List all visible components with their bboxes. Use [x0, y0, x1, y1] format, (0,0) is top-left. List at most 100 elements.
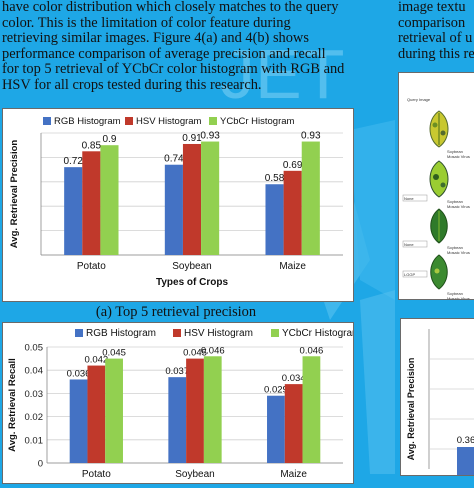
leaf-label: Soybean Mosaic Virus: [447, 149, 470, 159]
data-label: 0.042: [84, 355, 108, 366]
text-line: for top 5 retrieval of YCbCr color histo…: [2, 62, 345, 78]
data-label: 0.045: [183, 348, 207, 359]
leaf-images: [402, 110, 449, 290]
y-tick-label: 0.02: [25, 412, 44, 423]
legend-label: RGB Histogram: [86, 328, 156, 339]
leaf-icon: [430, 254, 448, 290]
legend-swatch: [75, 329, 83, 337]
text-line: retrieval of u: [398, 30, 473, 47]
data-label: 0.74: [164, 154, 184, 165]
y-axis-label: Avg. Retrieval Precision: [9, 140, 20, 249]
bar: [82, 151, 101, 255]
data-label: 0.037: [165, 366, 189, 377]
precision-chart-panel: 0.72 0.85 0.9 Potato 0.74 0.91 0.93 Soybean 0.58…: [2, 108, 354, 302]
bar: [265, 184, 284, 255]
legend-label: RGB Histogram: [54, 116, 121, 127]
select-value[interactable]: None: [404, 242, 414, 247]
legend-label: YCbCr Histogram: [220, 116, 295, 127]
text-line: color. This is the limitation of color f…: [2, 15, 291, 31]
bar: [168, 377, 187, 463]
bar: [457, 447, 474, 475]
data-label: 0.72: [63, 156, 83, 167]
bar: [283, 170, 302, 255]
x-axis-label: Types of Crops: [156, 277, 228, 288]
bar: [284, 384, 303, 463]
y-axis-label: Avg. Retrieval Recall: [7, 358, 18, 452]
bar: [64, 167, 83, 255]
partial-chart: 0.36 Avg. Retrieval Precision: [406, 329, 474, 475]
text-line: performance comparison of average precis…: [2, 46, 326, 62]
y-tick-label: 0.04: [25, 366, 44, 377]
query-image-label: Query Image: [407, 97, 431, 102]
y-tick-label: 0.01: [25, 435, 44, 446]
leaf-icon: [429, 160, 449, 198]
data-label: 0.36: [457, 435, 474, 446]
legend-swatch: [125, 117, 133, 125]
data-label: 0.93: [301, 131, 321, 142]
legend-swatch: [271, 329, 279, 337]
data-label: 0.045: [102, 348, 126, 359]
data-label: 0.029: [264, 385, 288, 396]
bar: [164, 164, 183, 255]
leaf-label: Soybean Mosaic Virus: [447, 291, 470, 300]
data-label: 0.036: [67, 368, 91, 379]
legend-label: HSV Histogram: [136, 116, 202, 127]
text-line: image textu: [398, 0, 466, 15]
partial-chart-panel: 0.36 Avg. Retrieval Precision: [400, 318, 474, 476]
recall-chart: 00.010.020.030.040.050.0360.0420.045Pota…: [7, 328, 360, 480]
leaf-icon: [429, 110, 449, 148]
data-label: 0.93: [200, 131, 220, 142]
right-column-text: image textu comparison retrieval of u du…: [398, 0, 474, 62]
text-line: HSV for all crops tested during this res…: [2, 77, 262, 93]
data-label: 0.9: [103, 134, 117, 145]
select-value[interactable]: None: [404, 196, 414, 201]
text-line: during this re: [398, 45, 474, 62]
legend-label: YCbCr Histogram: [282, 328, 353, 339]
precision-chart: 0.720.850.9Potato0.740.910.93Soybean0.58…: [9, 116, 343, 288]
leaf-label: Soybean Mosaic Virus: [447, 199, 470, 209]
y-tick-label: 0.03: [25, 389, 44, 400]
recall-chart-panel: 0 0.01 0.02 0.03 0.04 0.05 0.036 0.042 0.045 Pota…: [2, 322, 360, 484]
legend-swatch: [209, 117, 217, 125]
bar: [105, 358, 123, 463]
paragraph-text: have color distribution which closely ma…: [0, 0, 354, 94]
legend-swatch: [43, 117, 51, 125]
data-label: 0.046: [300, 345, 324, 356]
x-tick-label: Potato: [82, 469, 111, 480]
bar: [87, 365, 106, 463]
x-tick-label: Potato: [77, 261, 106, 272]
select-value[interactable]: LGGP: [404, 272, 416, 277]
bar: [186, 358, 204, 463]
leaf-label: Soybean Mosaic Virus: [447, 245, 470, 255]
x-tick-label: Soybean: [175, 469, 214, 480]
data-label: 0.91: [182, 133, 202, 144]
bar: [301, 141, 320, 255]
leaf-icon: [430, 208, 448, 244]
bar: [182, 143, 202, 255]
data-label: 0.69: [283, 160, 303, 171]
y-tick-label: 0.05: [25, 343, 44, 354]
bar: [100, 145, 119, 255]
data-label: 0.046: [201, 345, 225, 356]
bar: [302, 356, 321, 463]
x-tick-label: Soybean: [172, 261, 211, 272]
data-label: 0.85: [82, 140, 102, 151]
chart-caption: (a) Top 5 retrieval precision: [95, 304, 257, 320]
data-label: 0.58: [265, 173, 285, 184]
y-tick-label: 0: [38, 459, 43, 470]
watermark-text: JET: [220, 35, 344, 113]
bar: [69, 379, 88, 463]
legend-label: HSV Histogram: [184, 328, 253, 339]
legend-swatch: [173, 329, 181, 337]
bar: [203, 356, 222, 463]
x-tick-label: Maize: [279, 261, 306, 272]
leaf-images-panel: Query Image Soybean Mosaic Virus Soybean…: [398, 72, 474, 300]
text-line: comparison: [398, 14, 466, 31]
x-tick-label: Maize: [280, 469, 307, 480]
text-line: retrieving similar images. Figure 4(a) a…: [2, 31, 309, 47]
bar: [267, 395, 285, 463]
bar: [201, 141, 220, 255]
data-label: 0.034: [282, 373, 306, 384]
text-line: have color distribution which closely ma…: [2, 0, 339, 15]
y-axis-label: Avg. Retrieval Precision: [406, 358, 416, 461]
